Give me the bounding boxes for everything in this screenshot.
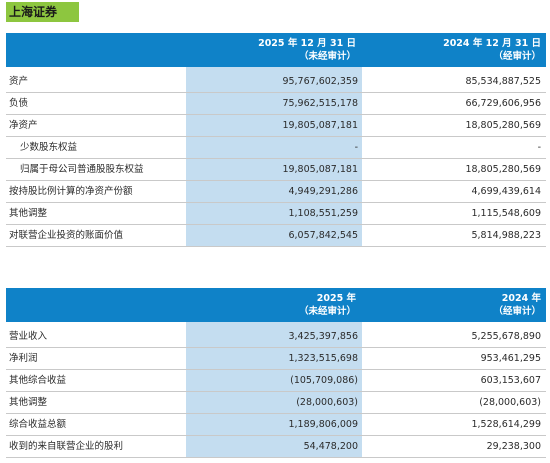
value-2024: 1,115,548,609: [471, 208, 541, 219]
table-row: 其他综合收益 (105,709,086) 603,153,607: [6, 370, 546, 392]
value-2024: 85,534,887,525: [465, 76, 541, 87]
value-2025: 1,108,551,259: [186, 203, 362, 224]
row-label: 按持股比例计算的净资产份额: [9, 186, 133, 197]
value-2024: -: [537, 142, 541, 153]
value-2025: (28,000,603): [186, 392, 362, 413]
header-col-2024: 2024 年 12 月 31 日 （经审计）: [364, 37, 546, 63]
value-2025: 1,189,806,009: [186, 414, 362, 435]
value-2025: 75,962,515,178: [186, 93, 362, 114]
value-2024: 603,153,607: [480, 375, 541, 386]
row-label: 负债: [9, 98, 29, 109]
table-row: 净资产 19,805,087,181 18,805,280,569: [6, 115, 546, 137]
value-2025: 95,767,602,359: [186, 71, 362, 92]
value-2024: 18,805,280,569: [465, 120, 541, 131]
header-date: 2024 年 12 月 31 日: [443, 38, 541, 49]
value-2025: 1,323,515,698: [186, 348, 362, 369]
table-row: 资产 95,767,602,359 85,534,887,525: [6, 71, 546, 93]
value-2025: 54,478,200: [186, 436, 362, 457]
value-2025: -: [186, 137, 362, 158]
table-row: 少数股东权益 - -: [6, 137, 546, 159]
row-label: 营业收入: [9, 331, 48, 342]
value-2024: 953,461,295: [480, 353, 541, 364]
header-col-2024: 2024 年 （经审计）: [364, 292, 546, 318]
value-2025: 19,805,087,181: [186, 159, 362, 180]
value-2025: (105,709,086): [186, 370, 362, 391]
table-row: 净利润 1,323,515,698 953,461,295: [6, 348, 546, 370]
table-header: 2025 年 （未经审计） 2024 年 （经审计）: [6, 288, 546, 322]
table-row: 营业收入 3,425,397,856 5,255,678,890: [6, 326, 546, 348]
row-label: 其他综合收益: [9, 375, 67, 386]
table-row: 收到的来自联营企业的股利 54,478,200 29,238,300: [6, 436, 546, 458]
header-note: （未经审计）: [298, 51, 356, 62]
header-note: （经审计）: [493, 306, 541, 317]
header-date: 2025 年: [316, 293, 356, 304]
value-2024: 66,729,606,956: [465, 98, 541, 109]
table-row: 按持股比例计算的净资产份额 4,949,291,286 4,699,439,61…: [6, 181, 546, 203]
row-label: 其他调整: [9, 208, 48, 219]
row-label: 净利润: [9, 353, 38, 364]
row-label: 其他调整: [9, 397, 48, 408]
value-2025: 6,057,842,545: [186, 225, 362, 246]
balance-sheet-table: 2025 年 12 月 31 日 （未经审计） 2024 年 12 月 31 日…: [6, 33, 546, 247]
row-label: 对联营企业投资的账面价值: [9, 230, 124, 241]
row-label: 归属于母公司普通股股东权益: [20, 164, 144, 175]
value-2025: 4,949,291,286: [186, 181, 362, 202]
table-row: 负债 75,962,515,178 66,729,606,956: [6, 93, 546, 115]
header-date: 2024 年: [501, 293, 541, 304]
value-2024: 4,699,439,614: [471, 186, 541, 197]
header-col-2025: 2025 年 （未经审计）: [190, 292, 362, 318]
table-header: 2025 年 12 月 31 日 （未经审计） 2024 年 12 月 31 日…: [6, 33, 546, 67]
value-2024: 18,805,280,569: [465, 164, 541, 175]
row-label: 综合收益总额: [9, 419, 67, 430]
value-2025: 3,425,397,856: [186, 326, 362, 347]
value-2024: 5,255,678,890: [471, 331, 541, 342]
table-row: 对联营企业投资的账面价值 6,057,842,545 5,814,988,223: [6, 225, 546, 247]
row-label: 净资产: [9, 120, 38, 131]
table-row: 其他调整 1,108,551,259 1,115,548,609: [6, 203, 546, 225]
header-date: 2025 年 12 月 31 日: [258, 38, 356, 49]
value-2024: 5,814,988,223: [471, 230, 541, 241]
income-statement-table: 2025 年 （未经审计） 2024 年 （经审计） 营业收入 3,425,39…: [6, 288, 546, 458]
table-row: 综合收益总额 1,189,806,009 1,528,614,299: [6, 414, 546, 436]
value-2025: 19,805,087,181: [186, 115, 362, 136]
value-2024: 1,528,614,299: [471, 419, 541, 430]
header-col-2025: 2025 年 12 月 31 日 （未经审计）: [190, 37, 362, 63]
header-note: （未经审计）: [298, 306, 356, 317]
header-note: （经审计）: [493, 51, 541, 62]
value-2024: (28,000,603): [479, 397, 541, 408]
row-label: 资产: [9, 76, 29, 87]
row-label: 收到的来自联营企业的股利: [9, 441, 124, 452]
value-2024: 29,238,300: [486, 441, 541, 452]
row-label: 少数股东权益: [20, 142, 78, 153]
section-tag: 上海证券: [6, 2, 79, 22]
table-row: 归属于母公司普通股股东权益 19,805,087,181 18,805,280,…: [6, 159, 546, 181]
table-row: 其他调整 (28,000,603) (28,000,603): [6, 392, 546, 414]
